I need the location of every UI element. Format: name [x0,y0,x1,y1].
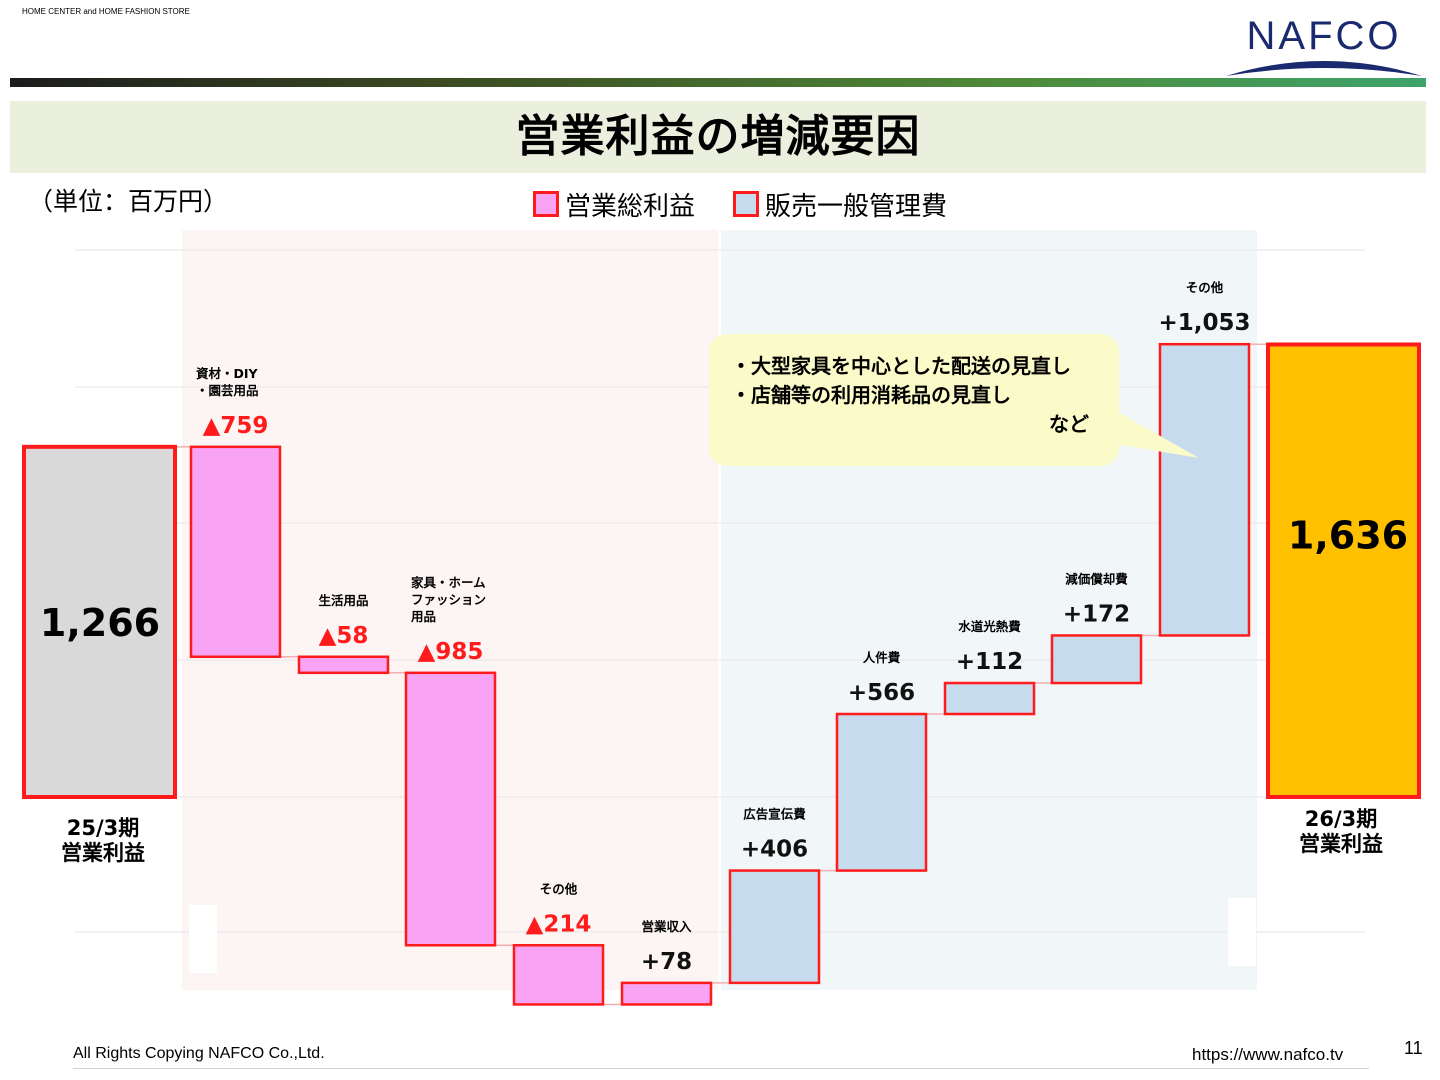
category-label-step-2: 生活用品 [318,593,368,608]
legend-item-gross-profit: 営業総利益 [533,188,696,222]
category-label-step-8: 水道光熱費 [958,619,1021,634]
category-label-end: 26/3期営業利益 [1299,807,1383,856]
value-label-step-5: +78 [641,949,692,975]
labels: 1,266 25/3期営業利益 ▲759 資材・DIY ・園芸用品 ▲58 生活用品 ▲985… [40,280,1408,975]
bars [22,342,1421,1006]
value-label-step-4: ▲214 [526,911,592,937]
gridlines [75,249,1365,933]
legend-label-sga: 販売一般管理費 [765,191,948,222]
legend-item-sga: 販売一般管理費 [733,188,948,222]
value-label-step-8: +112 [956,649,1023,675]
bar-step-9 [1050,634,1143,685]
bar-step-2 [297,655,390,675]
panel-gap-left [189,905,217,973]
bar-end [1266,342,1421,799]
category-label-step-6: 広告宣伝費 [743,807,806,822]
nafco-logo: NAFCO [1222,14,1426,80]
legend-swatch-sga [733,191,759,217]
value-label-start: 1,266 [40,601,160,645]
callout-tail-icon [1104,404,1199,458]
category-label-start: 25/3期営業利益 [61,816,145,865]
callout-box [709,334,1119,466]
callout-line-1: ・大型家具を中心とした配送の見直し [731,354,1071,378]
bar-start [22,444,177,799]
value-label-step-7: +566 [848,680,915,706]
bar-step-1 [189,445,282,659]
bar-step-10 [1158,342,1251,637]
footer-divider [73,1068,1369,1069]
page-title: 営業利益の増減要因 [515,111,921,162]
value-label-step-1: ▲759 [203,413,269,439]
header-gradient-bar [10,78,1426,87]
value-label-step-9: +172 [1063,601,1130,627]
value-label-step-2: ▲58 [319,623,369,649]
value-label-step-6: +406 [741,837,808,863]
value-label-end: 1,636 [1288,514,1408,558]
callout-bubble: ・大型家具を中心とした配送の見直し ・店舗等の利用消耗品の見直し など [709,334,1199,466]
bar-step-4 [512,944,605,1006]
unit-label: （単位：百万円） [28,187,229,216]
category-label-step-3: 家具・ホームファッション用品 [410,575,486,624]
callout-line-2: ・店舗等の利用消耗品の見直し [731,383,1011,407]
bar-step-8 [943,681,1036,716]
category-label-step-4: その他 [540,881,578,896]
legend-label-gross-profit: 営業総利益 [565,191,696,222]
callout-line-3: など [1049,412,1089,436]
bar-step-5 [620,981,713,1006]
category-label-step-5: 営業収入 [641,919,692,934]
logo-swoosh-icon [1226,61,1422,76]
tagline: HOME CENTER and HOME FASHION STORE [22,7,190,16]
category-label-step-10: その他 [1186,280,1224,295]
footer-url[interactable]: https://www.nafco.tv [1192,1045,1344,1064]
panel-gap-right [1228,898,1256,966]
bar-step-6 [728,869,821,985]
page-number: 11 [1404,1038,1423,1058]
category-label-step-7: 人件費 [863,650,901,665]
category-label-step-1: 資材・DIY ・園芸用品 [196,366,259,398]
connector-lines [175,343,1268,1006]
legend-swatch-gross-profit [533,191,559,217]
bar-step-7 [835,712,928,872]
logo-text: NAFCO [1246,14,1402,58]
value-label-step-3: ▲985 [418,639,484,665]
value-label-step-10: +1,053 [1158,310,1250,336]
category-label-step-9: 減価償却費 [1065,571,1128,586]
title-band: 営業利益の増減要因 [10,101,1426,173]
bar-step-3 [404,671,497,947]
copyright: All Rights Copying NAFCO Co.,Ltd. [73,1045,325,1062]
